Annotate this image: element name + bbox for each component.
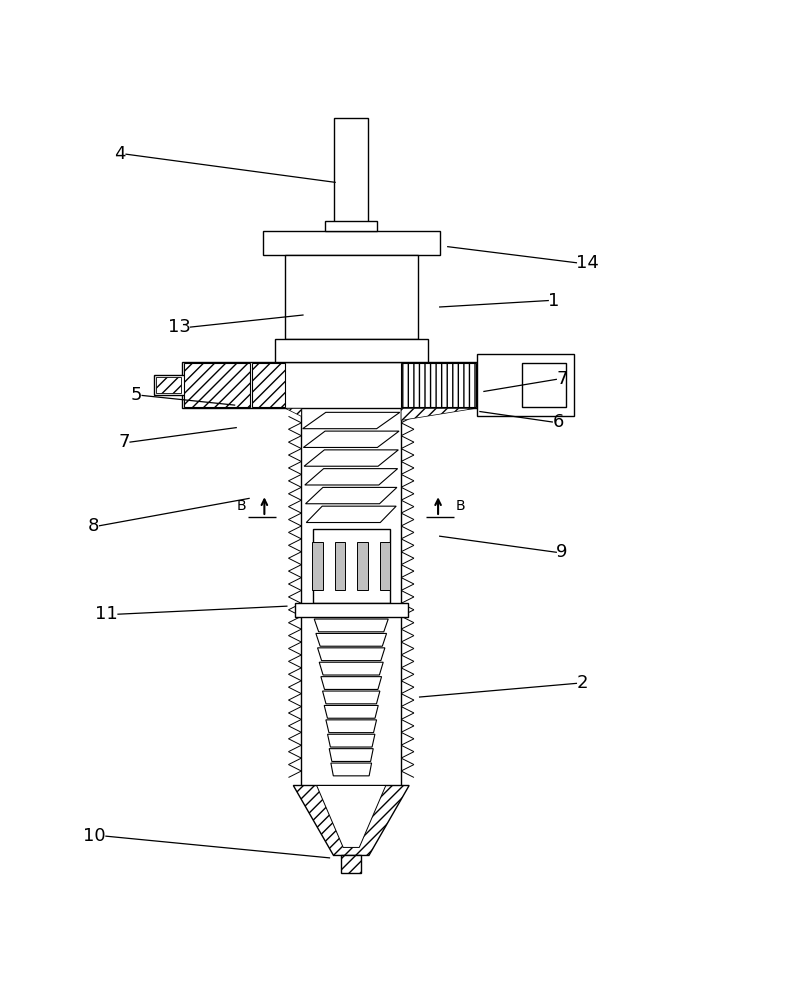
Text: B: B — [456, 499, 466, 513]
Bar — [478, 354, 574, 416]
Polygon shape — [303, 431, 399, 447]
Text: 13: 13 — [168, 318, 190, 336]
Polygon shape — [304, 450, 399, 466]
Bar — [401, 363, 476, 407]
Bar — [521, 363, 566, 407]
Polygon shape — [306, 487, 397, 504]
Polygon shape — [303, 412, 399, 429]
Text: 2: 2 — [576, 674, 588, 692]
Polygon shape — [324, 705, 378, 718]
Text: 1: 1 — [548, 292, 559, 310]
Bar — [312, 542, 323, 590]
Bar — [295, 603, 408, 617]
Polygon shape — [314, 619, 388, 632]
Bar — [156, 377, 181, 393]
Polygon shape — [321, 677, 382, 689]
Bar — [285, 255, 417, 339]
Text: 7: 7 — [119, 433, 130, 451]
Polygon shape — [318, 648, 385, 661]
Bar — [334, 118, 368, 231]
Polygon shape — [329, 749, 373, 761]
Bar — [184, 363, 250, 407]
Polygon shape — [286, 408, 301, 416]
Polygon shape — [401, 408, 476, 420]
Text: 14: 14 — [576, 254, 600, 272]
Text: 9: 9 — [556, 543, 568, 561]
Text: 11: 11 — [95, 605, 118, 623]
Polygon shape — [320, 662, 383, 675]
Bar — [341, 855, 362, 873]
Polygon shape — [305, 469, 398, 485]
Bar — [263, 231, 440, 255]
Polygon shape — [307, 506, 396, 523]
Bar — [275, 339, 428, 362]
Text: 10: 10 — [83, 827, 106, 845]
Bar — [325, 221, 378, 231]
Bar — [358, 542, 368, 590]
Polygon shape — [326, 720, 377, 733]
Bar — [252, 363, 286, 407]
Bar — [380, 542, 391, 590]
Polygon shape — [331, 763, 371, 776]
Text: B: B — [237, 499, 247, 513]
Bar — [335, 542, 345, 590]
Text: 7: 7 — [556, 370, 568, 388]
Bar — [154, 375, 186, 395]
Polygon shape — [316, 785, 386, 847]
Bar — [182, 362, 521, 408]
Polygon shape — [293, 785, 409, 855]
Text: 5: 5 — [131, 386, 142, 404]
Text: 8: 8 — [88, 517, 99, 535]
Text: 6: 6 — [552, 413, 563, 431]
Polygon shape — [316, 633, 387, 646]
Polygon shape — [323, 691, 380, 704]
Bar — [312, 529, 390, 603]
Polygon shape — [328, 734, 375, 747]
Text: 4: 4 — [115, 145, 126, 163]
